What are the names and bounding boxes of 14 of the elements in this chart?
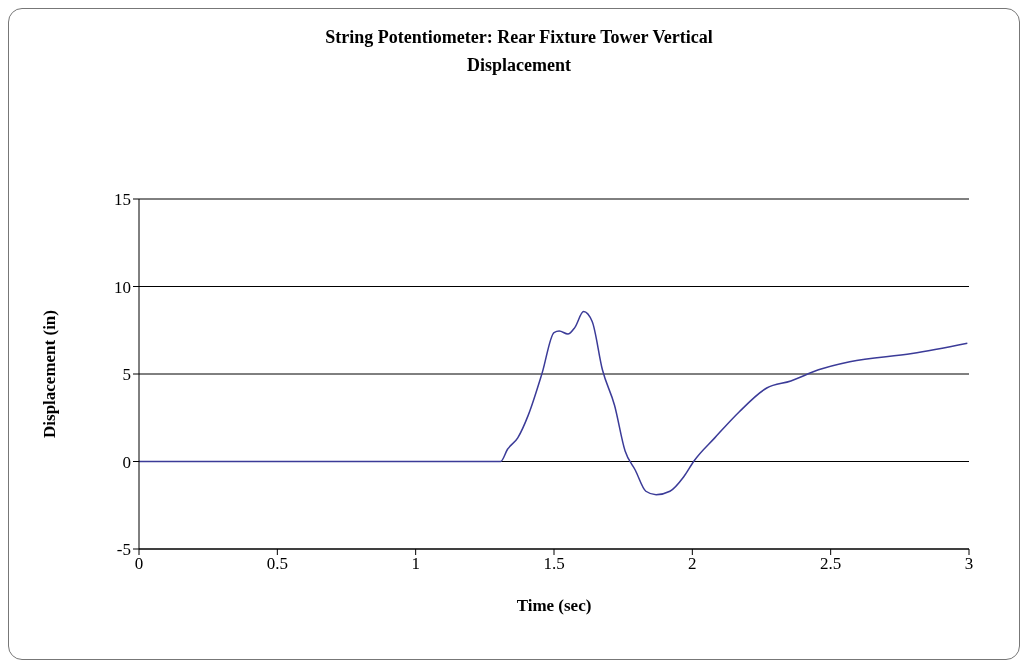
y-tick-label: 0 (122, 452, 131, 472)
y-tick-label: 5 (122, 365, 131, 385)
y-tick-label: -5 (116, 540, 131, 560)
x-tick-label: 2.5 (820, 554, 842, 574)
x-tick-label: 0.5 (266, 554, 288, 574)
y-tick-label: 15 (114, 190, 131, 210)
x-tick-label: 2 (688, 554, 697, 574)
x-tick-label: 1 (411, 554, 420, 574)
x-axis-title: Time (sec) (516, 596, 592, 615)
x-tick-label: 3 (964, 554, 974, 574)
x-tick-label: 1.5 (543, 554, 565, 574)
y-axis-title: Displacement (in) (40, 310, 60, 438)
chart-title: String Potentiometer: Rear Fixture Tower Vertical Displacement (324, 26, 714, 77)
y-tick-label: 10 (114, 277, 131, 297)
